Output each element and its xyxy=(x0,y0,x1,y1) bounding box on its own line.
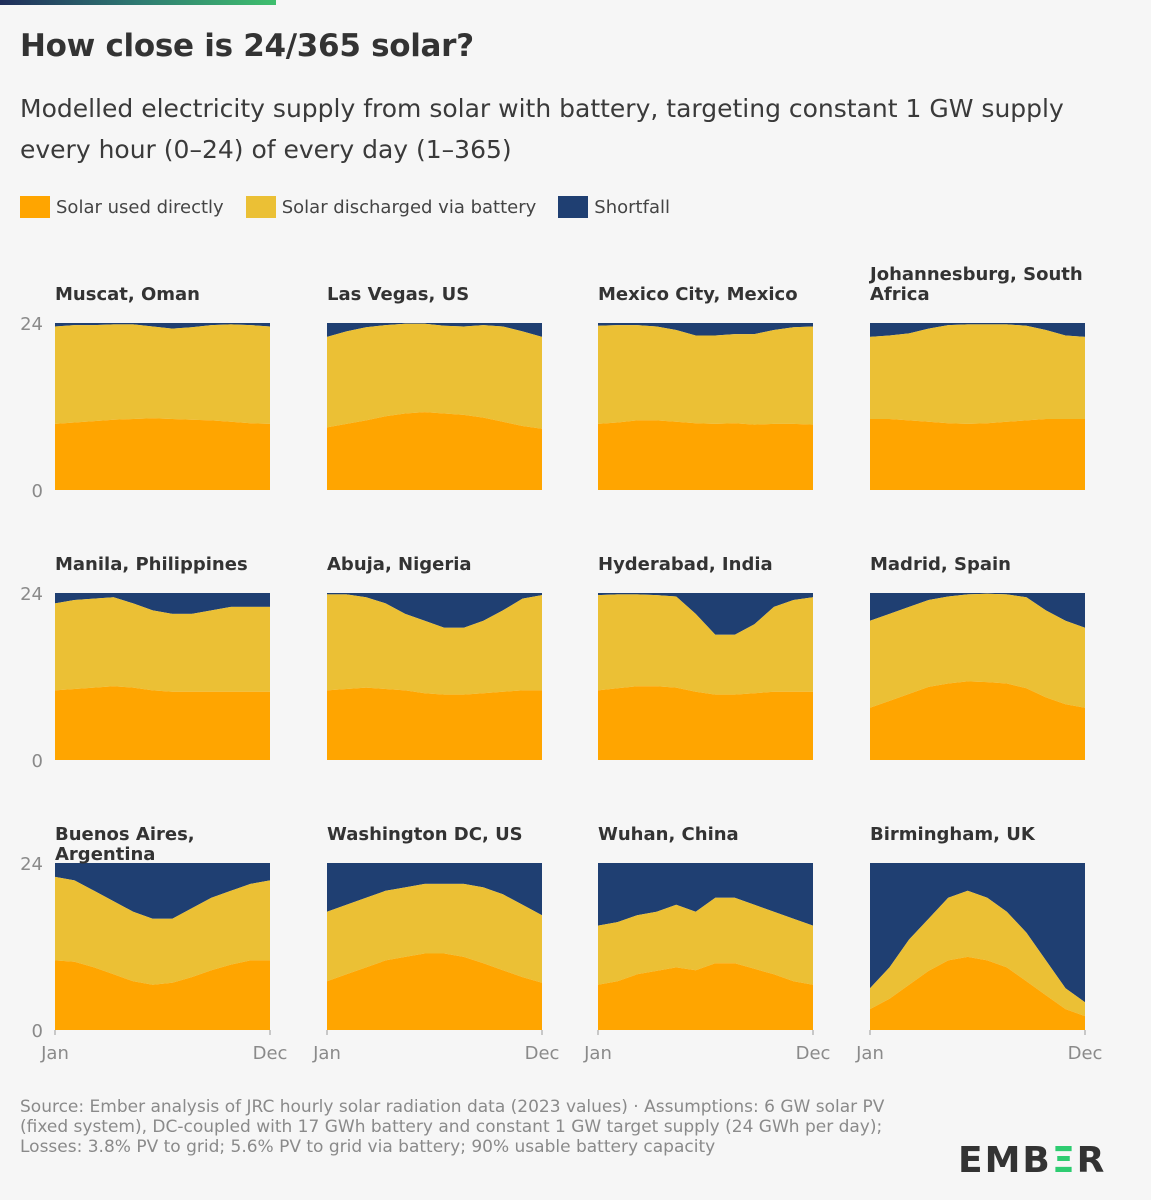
ember-logo: EMBΞR xyxy=(958,1140,1107,1181)
area-shortfall xyxy=(870,863,1085,1003)
panel-title: Las Vegas, US xyxy=(327,284,470,305)
area-shortfall xyxy=(55,593,270,614)
area-shortfall xyxy=(55,323,270,329)
area-shortfall xyxy=(327,863,542,916)
x-tick-label-jan: Jan xyxy=(40,1043,69,1064)
area-battery xyxy=(327,323,542,429)
area-battery xyxy=(327,594,542,695)
panel-title: Mexico City, Mexico xyxy=(598,284,798,305)
legend-label-direct: Solar used directly xyxy=(56,196,224,218)
small-multiples: 24 0 24 0 24 0 Jan Dec Jan Dec Jan Dec Jan Dec Muscat,… xyxy=(20,264,1103,1065)
legend-swatch-direct xyxy=(20,196,50,218)
legend-swatch-shortfall xyxy=(558,196,589,218)
x-tick-label-jan: Jan xyxy=(312,1043,341,1064)
chart-title: How close is 24/365 solar? xyxy=(20,28,474,64)
area-direct xyxy=(598,686,813,760)
area-battery xyxy=(598,594,813,695)
panel-title: Muscat, Oman xyxy=(55,284,200,305)
y-tick-label-24: 24 xyxy=(20,314,43,335)
area-direct xyxy=(598,420,813,490)
area-battery xyxy=(598,325,813,425)
area-direct xyxy=(870,956,1085,1030)
area-battery xyxy=(55,597,270,692)
x-tick-label-dec: Dec xyxy=(525,1043,560,1064)
source-note: Source: Ember analysis of JRC hourly sol… xyxy=(20,1097,885,1157)
area-battery xyxy=(870,890,1085,1017)
area-battery xyxy=(327,883,542,983)
y-tick-label-0: 0 xyxy=(32,481,43,502)
panel-title: Buenos Aires, Argentina xyxy=(55,824,195,865)
area-direct xyxy=(55,418,270,490)
legend-item-battery: Solar discharged via battery xyxy=(245,196,537,218)
chart-subtitle: Modelled electricity supply from solar w… xyxy=(20,94,1064,164)
area-shortfall xyxy=(327,593,542,628)
brand-gradient-bar xyxy=(0,0,276,5)
panel-title: Hyderabad, India xyxy=(598,554,773,575)
legend-item-direct: Solar used directly xyxy=(20,196,224,218)
panel-title: Johannesburg, South Africa xyxy=(870,264,1083,305)
panel-title: Wuhan, China xyxy=(598,824,739,845)
area-direct xyxy=(327,953,542,1030)
x-tick-label-dec: Dec xyxy=(796,1043,831,1064)
y-tick-label-0: 0 xyxy=(32,1021,43,1042)
area-shortfall xyxy=(598,323,813,336)
y-tick-label-24: 24 xyxy=(20,854,43,875)
legend-swatch-battery xyxy=(245,196,276,218)
y-tick-label-24: 24 xyxy=(20,584,43,605)
panel-title: Birmingham, UK xyxy=(870,824,1035,845)
area-shortfall xyxy=(870,593,1085,628)
area-shortfall xyxy=(870,323,1085,337)
area-battery xyxy=(55,876,270,985)
area-battery xyxy=(55,324,270,424)
area-shortfall xyxy=(598,863,813,926)
area-direct xyxy=(598,963,813,1030)
area-direct xyxy=(55,686,270,760)
area-shortfall xyxy=(327,323,542,337)
area-direct xyxy=(870,419,1085,490)
panel-title: Abuja, Nigeria xyxy=(327,554,472,575)
area-shortfall xyxy=(55,863,270,919)
panel-title: Manila, Philippines xyxy=(55,554,248,575)
x-tick-label-dec: Dec xyxy=(1068,1043,1103,1064)
area-direct xyxy=(870,681,1085,760)
area-battery xyxy=(870,324,1085,424)
x-tick-label-dec: Dec xyxy=(253,1043,288,1064)
area-battery xyxy=(870,593,1085,708)
area-direct xyxy=(327,687,542,760)
panel-title: Madrid, Spain xyxy=(870,554,1011,575)
panel-title: Washington DC, US xyxy=(327,824,523,845)
x-tick-label-jan: Jan xyxy=(583,1043,612,1064)
area-battery xyxy=(598,897,813,985)
y-tick-label-0: 0 xyxy=(32,751,43,772)
legend-label-shortfall: Shortfall xyxy=(594,196,670,218)
area-direct xyxy=(327,412,542,490)
area-shortfall xyxy=(598,593,813,635)
area-direct xyxy=(55,960,270,1030)
x-tick-label-jan: Jan xyxy=(855,1043,884,1064)
legend: Solar used directly Solar discharged via… xyxy=(20,196,670,218)
legend-item-shortfall: Shortfall xyxy=(558,196,670,218)
legend-label-battery: Solar discharged via battery xyxy=(281,196,537,218)
